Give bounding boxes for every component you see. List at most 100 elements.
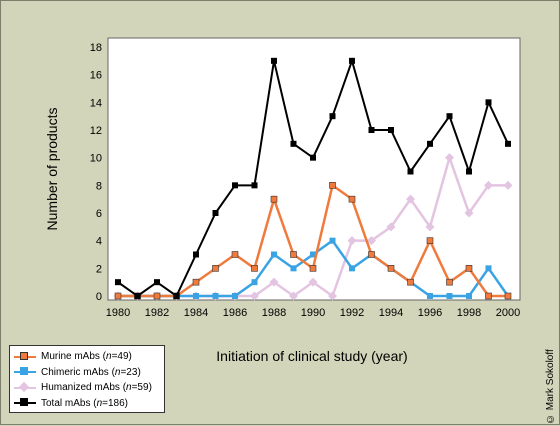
data-point-murine-mabs [387,265,395,272]
data-point-total-mabs [134,293,141,299]
x-tick-label: 1994 [379,307,403,319]
x-tick-label: 1980 [106,307,130,319]
data-point-chimeric-mabs [349,265,355,272]
data-point-chimeric-mabs [251,279,258,286]
data-point-murine-mabs [231,251,239,258]
data-point-humanized-mabs [367,236,376,246]
data-point-murine-mabs [153,292,161,300]
y-tick-label: 18 [90,42,102,54]
legend-item-chimeric: Chimeric mAbs (n=23) [14,365,160,381]
data-point-murine-mabs [465,265,473,272]
data-point-total-mabs [407,168,414,175]
y-tick-label: 0 [96,291,102,303]
credit-text: © Mark Sokoloff [545,349,556,424]
data-point-total-mabs [329,113,336,120]
data-point-chimeric-mabs [232,293,238,299]
data-point-humanized-mabs [503,180,513,190]
data-point-murine-mabs [504,292,512,300]
data-point-total-mabs [485,99,492,106]
data-point-chimeric-mabs [212,293,219,299]
data-point-murine-mabs [368,251,375,258]
y-tick-label: 8 [96,180,102,192]
x-tick-label: 1986 [223,307,247,319]
y-tick-label: 14 [90,97,102,109]
x-tick-label: 1996 [418,307,442,319]
data-point-total-mabs [251,182,258,189]
legend-label-total: Total mAbs (n=186) [41,397,129,409]
y-tick-label: 4 [96,236,102,248]
data-point-total-mabs [427,140,433,147]
data-point-total-mabs [466,168,472,175]
data-point-chimeric-mabs [427,293,433,299]
legend-swatch-murine [14,351,36,362]
legend-item-humanized: Humanized mAbs (n=59) [14,380,160,396]
legend-label-murine: Murine mAbs (n=49) [41,351,132,363]
data-point-chimeric-mabs [193,293,199,299]
data-point-chimeric-mabs [271,251,277,258]
data-point-total-mabs [212,210,219,216]
legend-label-chimeric: Chimeric mAbs (n=23) [41,366,141,378]
data-point-chimeric-mabs [329,237,336,244]
data-point-murine-mabs [446,278,453,286]
data-point-humanized-mabs [425,222,435,232]
x-tick-label: 1982 [145,307,169,319]
data-point-humanized-mabs [484,180,493,190]
legend-swatch-chimeric [14,367,36,377]
plot-layer: 0 2 4 6 8 10 12 14 16 18 1980 1982 1984 1986 1988 1990 1… [90,37,521,319]
data-point-murine-mabs [309,265,317,272]
data-point-humanized-mabs [328,291,337,301]
y-tick-label: 16 [90,70,102,82]
data-point-humanized-mabs [464,208,474,218]
x-tick-label: 1992 [340,307,364,319]
data-point-murine-mabs [329,182,336,189]
x-tick-label: 1990 [301,307,325,319]
data-point-humanized-mabs [269,277,279,287]
x-tick-label: 2000 [496,307,520,319]
data-point-murine-mabs [407,278,414,286]
x-tick-label: 1998 [457,307,481,319]
x-axis-label: Initiation of clinical study (year) [216,348,407,364]
data-point-chimeric-mabs [290,265,297,272]
legend-swatch-total [14,398,36,408]
y-axis-label: Number of products [44,108,60,231]
data-point-humanized-mabs [347,236,357,246]
data-point-murine-mabs [290,251,297,258]
y-tick-label: 6 [96,208,102,220]
data-point-murine-mabs [270,195,278,203]
data-point-total-mabs [193,251,199,258]
data-point-chimeric-mabs [466,293,472,299]
y-tick-label: 12 [90,125,102,137]
data-point-chimeric-mabs [485,265,492,272]
x-tick-label: 1984 [184,307,208,319]
data-point-humanized-mabs [308,277,318,287]
data-point-murine-mabs [251,265,258,272]
data-point-humanized-mabs [250,291,259,301]
legend: Murine mAbs (n=49) Chimeric mAbs (n=23) … [9,345,165,413]
data-point-total-mabs [173,293,180,299]
data-point-total-mabs [368,127,375,133]
legend-item-murine: Murine mAbs (n=49) [14,349,160,365]
data-point-total-mabs [115,279,121,286]
data-point-chimeric-mabs [446,293,453,299]
data-point-total-mabs [388,127,394,133]
data-point-total-mabs [310,154,316,161]
data-point-murine-mabs [426,237,434,244]
data-point-total-mabs [290,140,297,147]
data-point-humanized-mabs [445,153,454,163]
data-point-murine-mabs [212,265,219,272]
data-point-murine-mabs [114,292,122,300]
y-tick-label: 10 [90,153,102,165]
data-point-murine-mabs [485,292,492,300]
data-point-total-mabs [232,182,238,189]
y-tick-label: 2 [96,263,102,275]
legend-label-humanized: Humanized mAbs (n=59) [41,382,152,394]
data-point-chimeric-mabs [310,251,316,258]
data-point-murine-mabs [192,278,200,286]
data-point-total-mabs [505,140,511,147]
data-point-humanized-mabs [406,194,415,204]
x-tick-label: 1988 [262,307,286,319]
data-point-total-mabs [349,57,355,64]
data-point-murine-mabs [348,195,356,203]
